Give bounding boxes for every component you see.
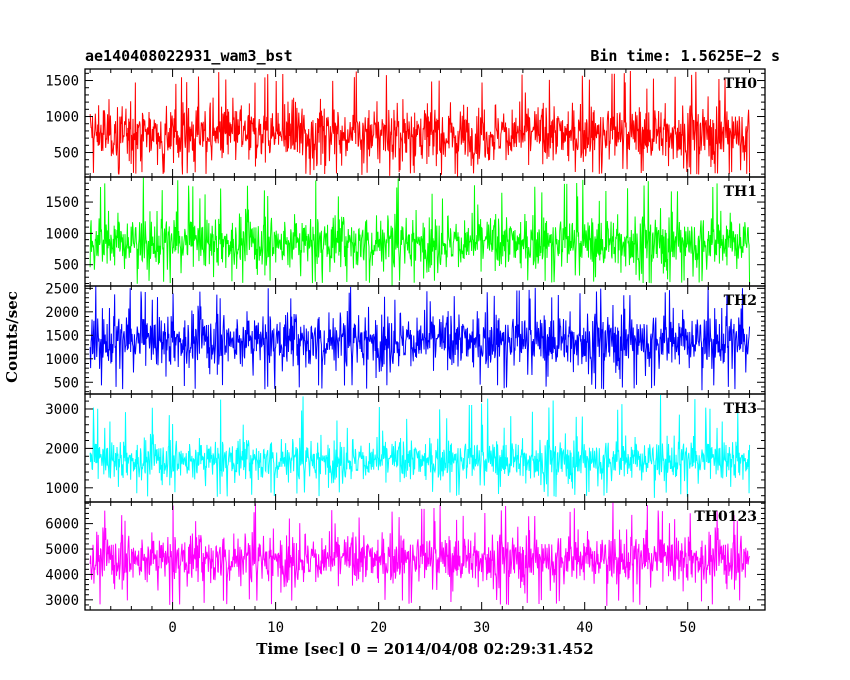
x-tick-label: 40	[576, 620, 593, 636]
panel-th3: 1000 2000 3000 TH3	[45, 393, 766, 503]
series-th3-line	[89, 394, 751, 498]
chart-title: ae140408022931_wam3_bst	[85, 47, 293, 65]
x-tick-label: 20	[370, 620, 387, 636]
y-tick-label: 6000	[45, 517, 79, 533]
y-tick-label: 2000	[45, 305, 79, 321]
x-tick-label: 0	[168, 620, 176, 636]
panel-th0123: 3000 4000 5000 6000 TH0123	[45, 501, 766, 611]
y-tick-label: 4000	[45, 567, 79, 583]
panel-label-th0: TH0	[724, 76, 758, 92]
panel-label-th3: TH3	[724, 401, 757, 417]
panel-label-th1: TH1	[724, 184, 757, 200]
panel-th2: 500 1000 1500 2000 2500 TH2	[45, 281, 766, 395]
panel-th1: 500 1000 1500 TH1	[45, 176, 766, 287]
y-tick-label: 5000	[45, 542, 79, 558]
x-tick-label: 50	[679, 620, 696, 636]
x-axis-label: Time [sec] 0 = 2014/04/08 02:29:31.452	[256, 640, 593, 658]
y-tick-label: 1500	[45, 195, 79, 211]
panel-label-th0123: TH0123	[694, 509, 757, 525]
series-th1-line	[89, 177, 751, 286]
x-tick-label: 10	[267, 620, 284, 636]
y-tick-label: 1500	[45, 74, 79, 90]
y-tick-label: 1000	[45, 226, 79, 242]
y-axis-label: Counts/sec	[3, 291, 21, 383]
series-th2-line	[89, 286, 751, 391]
panel-th0: 500 1000 1500 TH0	[45, 68, 766, 178]
y-tick-label: 1000	[45, 352, 79, 368]
x-tick-label: 30	[473, 620, 490, 636]
x-axis: 0 10 20 30 40 50	[168, 620, 696, 636]
panels-group: 500 1000 1500 TH0 500 1000 1500 TH1 500 1000 1500 2…	[45, 68, 766, 611]
panel-frame	[84, 501, 766, 611]
y-tick-label: 500	[54, 375, 79, 391]
y-tick-label: 500	[54, 146, 79, 162]
y-tick-label: 3000	[45, 593, 79, 609]
y-tick-label: 500	[54, 258, 79, 274]
panel-label-th2: TH2	[724, 293, 757, 309]
series-th0123-line	[89, 502, 750, 606]
y-tick-label: 2000	[45, 441, 79, 457]
y-tick-label: 1000	[45, 481, 79, 497]
y-tick-label: 2500	[45, 281, 79, 297]
y-tick-label: 1500	[45, 328, 79, 344]
y-tick-label: 3000	[45, 402, 79, 418]
bin-time-label: Bin time: 1.5625E−2 s	[590, 47, 780, 65]
series-th0-line	[89, 71, 751, 177]
y-tick-label: 1000	[45, 110, 79, 126]
